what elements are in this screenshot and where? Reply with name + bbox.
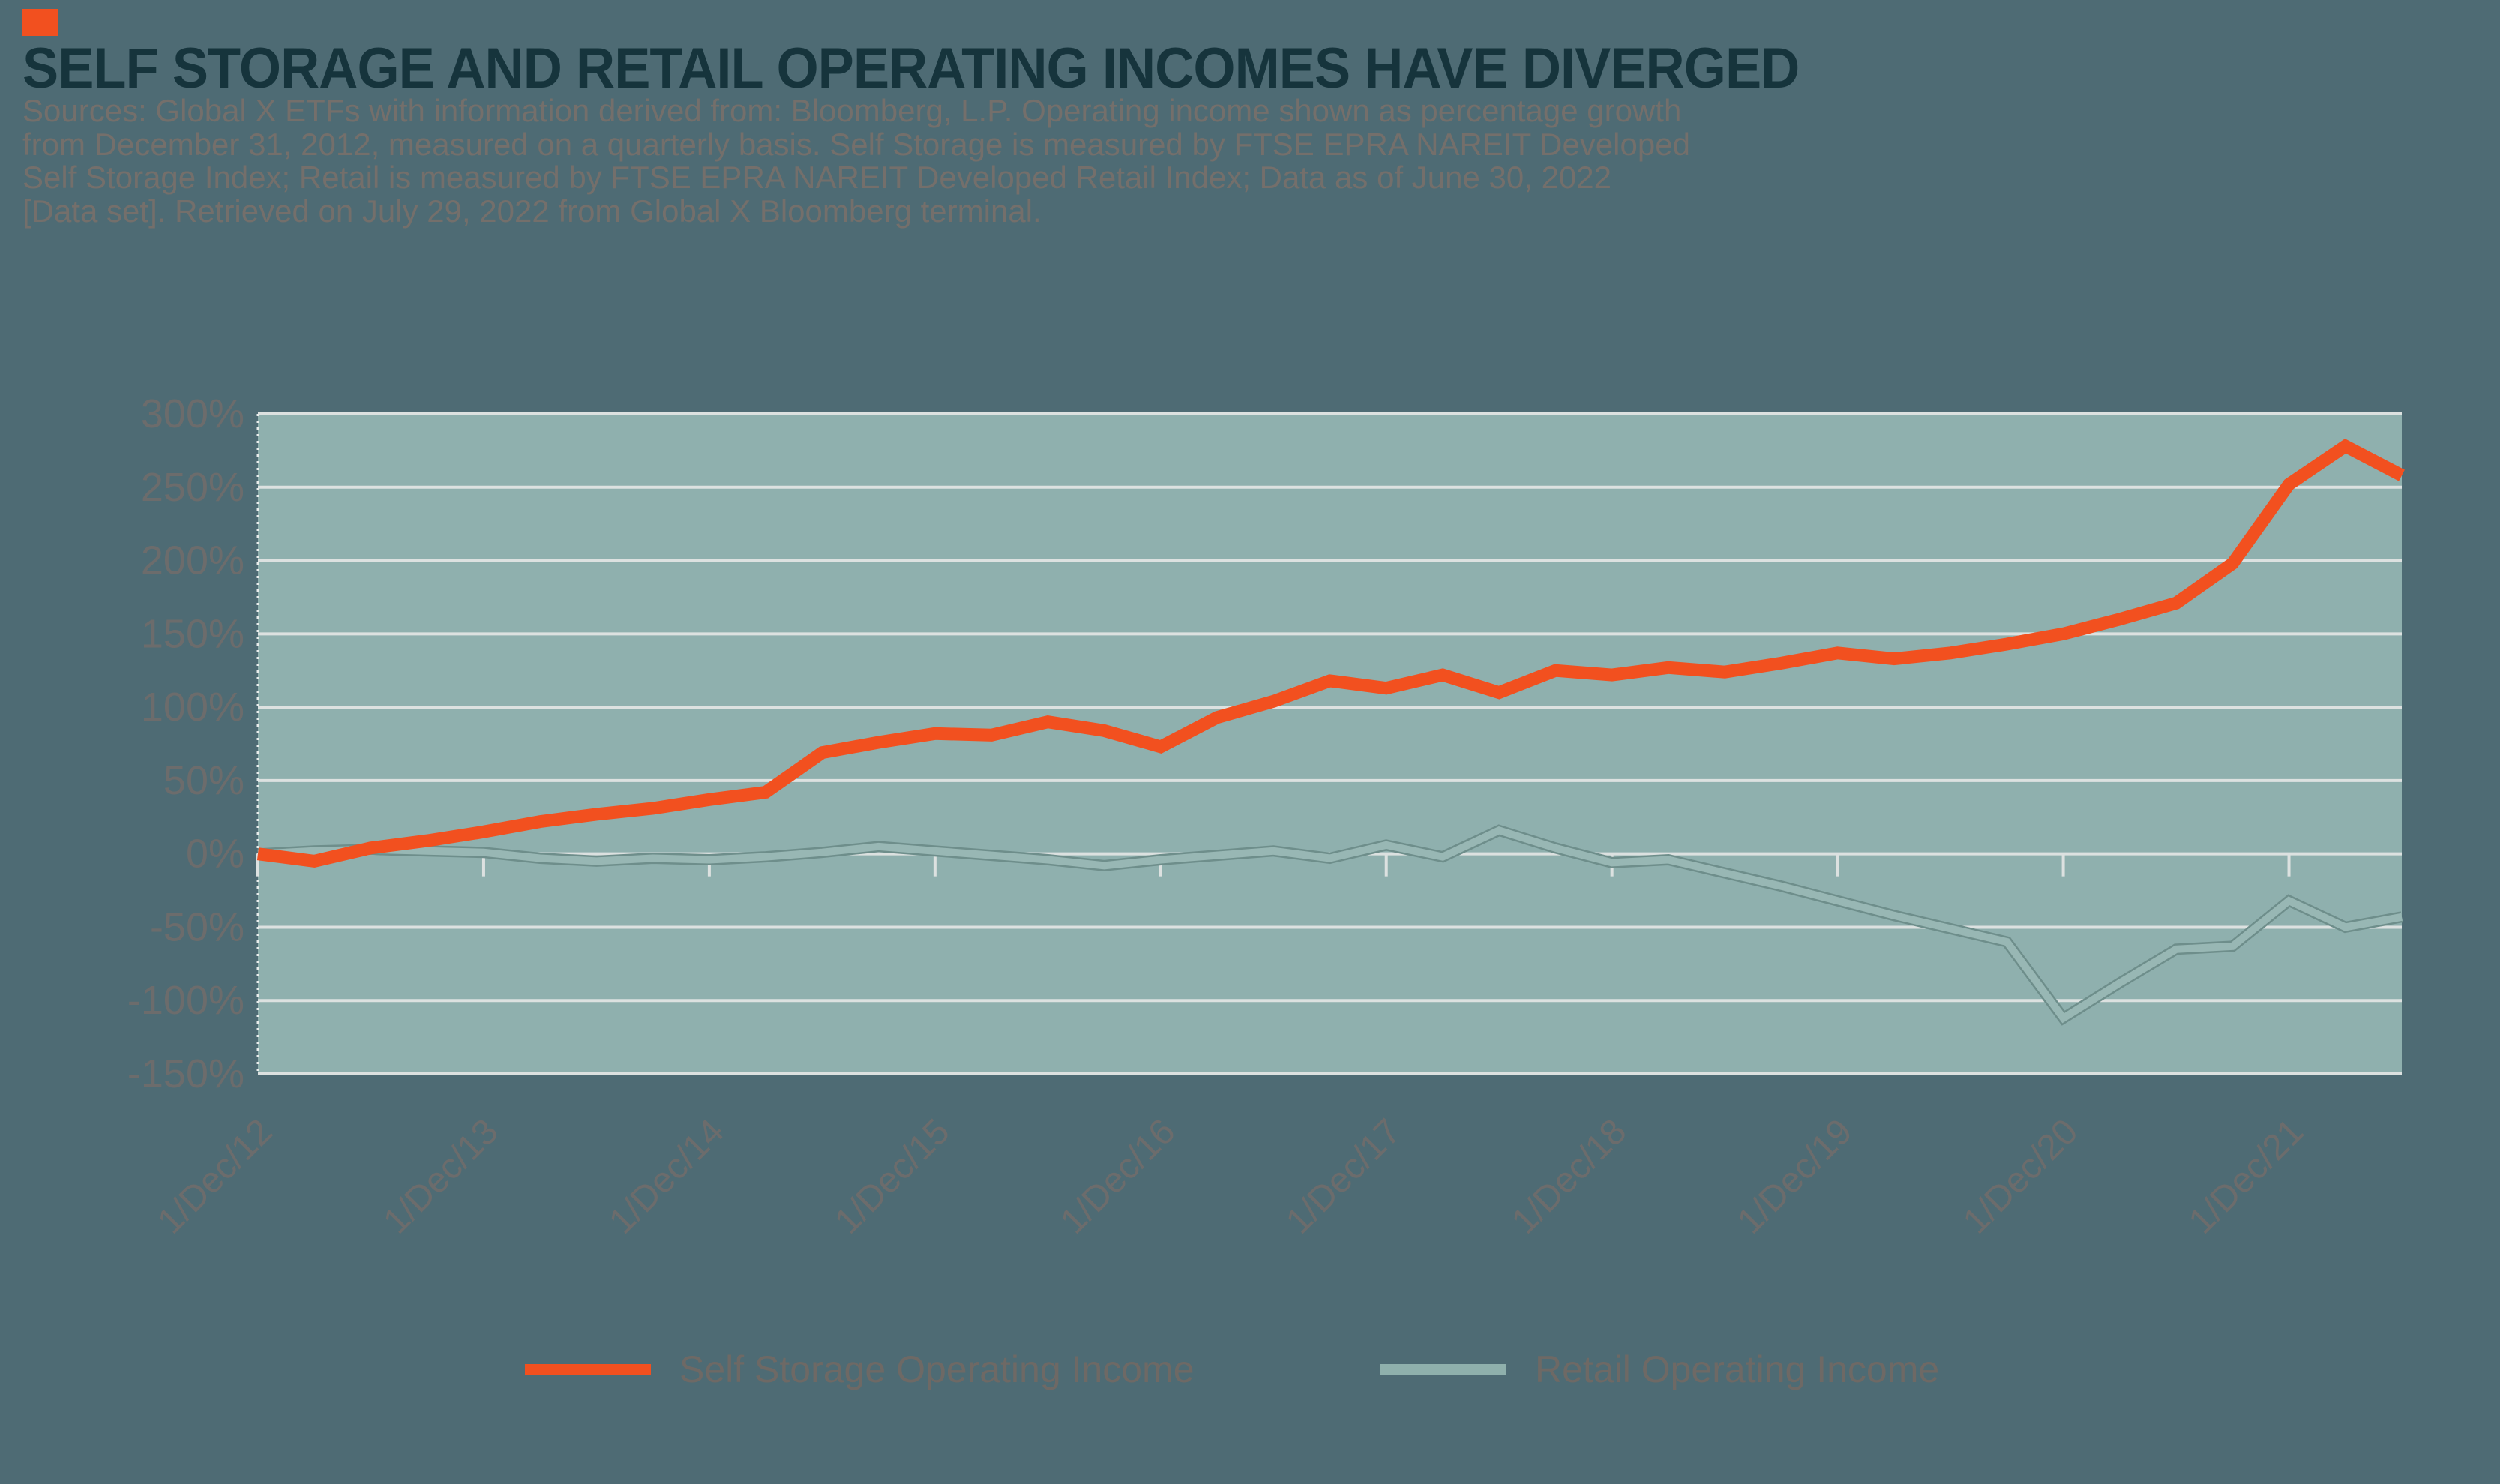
x-axis-label: 1/Dec/18 [1504, 1111, 1634, 1241]
legend-item-self-storage: Self Storage Operating Income [525, 1347, 1195, 1392]
legend-label-self-storage: Self Storage Operating Income [679, 1348, 1195, 1390]
source-text: Sources: Global X ETFs with information … [22, 94, 1690, 228]
x-axis-label: 1/Dec/16 [1053, 1111, 1183, 1241]
x-axis-label: 1/Dec/17 [1278, 1111, 1408, 1241]
brand-logo-square-icon [22, 9, 58, 36]
y-axis-label: 300% [141, 391, 244, 436]
retail-legend-swatch-icon [1380, 1364, 1506, 1375]
y-axis-label: 0% [186, 832, 244, 877]
y-axis-label: 200% [141, 538, 244, 583]
x-axis-label: 1/Dec/12 [150, 1111, 280, 1241]
x-axis-label: 1/Dec/15 [827, 1111, 957, 1241]
source-line-3: Self Storage Index; Retail is measured b… [22, 160, 1612, 195]
source-line-4: [Data set]. Retrieved on July 29, 2022 f… [22, 193, 1042, 229]
x-axis-label: 1/Dec/21 [2181, 1111, 2311, 1241]
self-storage-legend-swatch-icon [525, 1364, 651, 1375]
x-axis-label: 1/Dec/19 [1730, 1111, 1860, 1241]
chart-legend: Self Storage Operating Income Retail Ope… [0, 1347, 2500, 1392]
page-title: SELF STORAGE AND RETAIL OPERATING INCOME… [22, 37, 1800, 100]
source-line-2: from December 31, 2012, measured on a qu… [22, 126, 1690, 162]
legend-label-retail: Retail Operating Income [1535, 1348, 1940, 1390]
legend-item-retail: Retail Operating Income [1380, 1347, 1939, 1392]
y-axis-label: 100% [141, 685, 244, 730]
self-storage-operating-income-line [256, 439, 2405, 868]
x-axis-label: 1/Dec/13 [376, 1111, 505, 1241]
x-axis-label: 1/Dec/14 [601, 1111, 731, 1241]
source-line-1: Sources: Global X ETFs with information … [22, 93, 1682, 128]
plot-background [258, 414, 2402, 1074]
y-axis-label: 50% [163, 758, 244, 803]
y-axis-label: -100% [127, 978, 244, 1023]
x-axis-label: 1/Dec/20 [1956, 1111, 2085, 1241]
y-axis-label: -50% [150, 904, 244, 949]
retail-operating-income-line [257, 826, 2403, 1024]
y-axis-label: 150% [141, 611, 244, 656]
y-axis-label: -150% [127, 1051, 244, 1096]
y-axis-label: 250% [141, 465, 244, 510]
